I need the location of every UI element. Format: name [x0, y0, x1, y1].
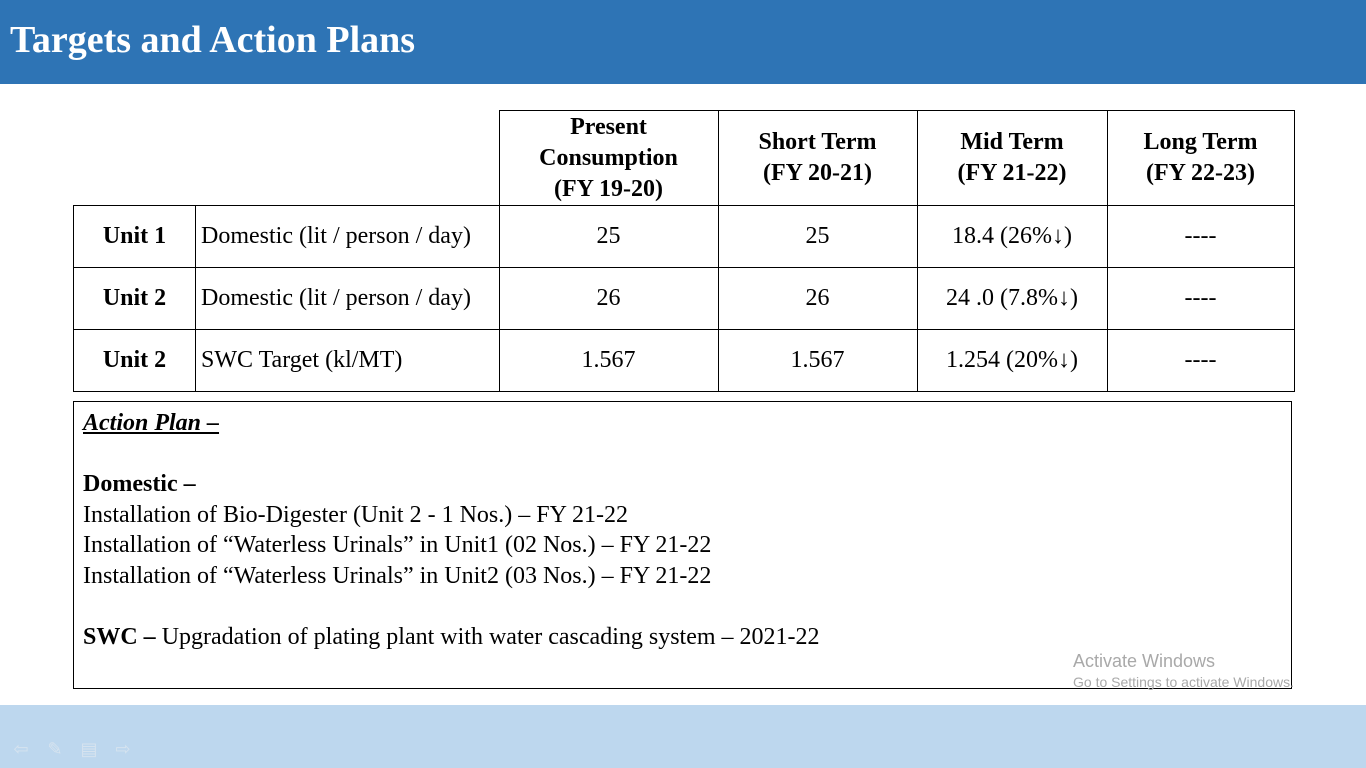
action-item: Installation of “Waterless Urinals” in U…	[83, 562, 712, 589]
column-header-long-term: Long Term (FY 22-23)	[1106, 110, 1295, 206]
action-item: Installation of “Waterless Urinals” in U…	[83, 532, 712, 558]
empty-corner-cell	[196, 111, 500, 206]
mid-term-value-cell: 24 .0 (7.8%↓)	[916, 267, 1108, 330]
title-bar: Targets and Action Plans	[0, 0, 1366, 84]
empty-corner-cell	[74, 111, 196, 206]
action-plan-box: Action Plan – Domestic – Installation of…	[73, 401, 1292, 689]
spacer	[83, 439, 1291, 470]
mid-term-value-cell: 18.4 (26%↓)	[916, 205, 1108, 268]
short-term-value-cell: 26	[717, 267, 918, 330]
pen-icon[interactable]: ✎	[47, 739, 63, 760]
present-value-cell: 26	[498, 267, 719, 330]
domestic-heading: Domestic –	[83, 471, 196, 497]
page-title: Targets and Action Plans	[10, 19, 416, 61]
action-item: Installation of Bio-Digester (Unit 2 - 1…	[83, 501, 629, 528]
unit-cell: Unit 2	[73, 267, 196, 330]
watermark-subtitle: Go to Settings to activate Windows.	[1073, 674, 1294, 690]
menu-icon[interactable]: ▤	[80, 739, 98, 760]
short-term-value-cell: 1.567	[717, 329, 918, 392]
long-term-value-cell: ----	[1106, 329, 1295, 392]
description-cell: Domestic (lit / person / day)	[195, 267, 500, 330]
unit-cell: Unit 2	[73, 329, 196, 392]
swc-line: SWC – Upgradation of plating plant with …	[83, 622, 1291, 653]
arrow-right-icon[interactable]: ⇨	[115, 739, 131, 760]
short-term-value-cell: 25	[717, 205, 918, 268]
targets-table: Present Consumption (FY 19-20) Short Ter…	[73, 110, 1295, 392]
present-value-cell: 25	[498, 205, 719, 268]
present-value-cell: 1.567	[498, 329, 719, 392]
arrow-left-icon[interactable]: ⇦	[13, 739, 29, 760]
description-cell: Domestic (lit / person / day)	[195, 205, 500, 268]
slide-footer	[0, 705, 1366, 768]
spacer	[83, 591, 1291, 622]
column-header-present: Present Consumption (FY 19-20)	[498, 110, 719, 206]
table-row: Unit 1 Domestic (lit / person / day) 25 …	[73, 205, 1295, 268]
long-term-value-cell: ----	[1106, 205, 1295, 268]
watermark-title: Activate Windows	[1073, 651, 1216, 671]
column-header-short-term: Short Term (FY 20-21)	[717, 110, 918, 206]
description-cell: SWC Target (kl/MT)	[195, 329, 500, 392]
slideshow-nav: ⇦ ✎ ▤ ⇨	[8, 739, 136, 760]
action-plan-title: Action Plan –	[83, 410, 220, 436]
swc-label: SWC –	[83, 623, 156, 650]
table-row: Unit 2 Domestic (lit / person / day) 26 …	[73, 267, 1295, 330]
column-header-mid-term: Mid Term (FY 21-22)	[916, 110, 1108, 206]
swc-text: Upgradation of plating plant with water …	[155, 623, 820, 650]
table-row: Unit 2 SWC Target (kl/MT) 1.567 1.567 1.…	[73, 329, 1295, 392]
long-term-value-cell: ----	[1106, 267, 1295, 330]
activate-windows-watermark: Activate Windows Go to Settings to activ…	[1073, 651, 1294, 690]
unit-cell: Unit 1	[73, 205, 196, 268]
mid-term-value-cell: 1.254 (20%↓)	[916, 329, 1108, 392]
table-header-row: Present Consumption (FY 19-20) Short Ter…	[74, 110, 1295, 206]
